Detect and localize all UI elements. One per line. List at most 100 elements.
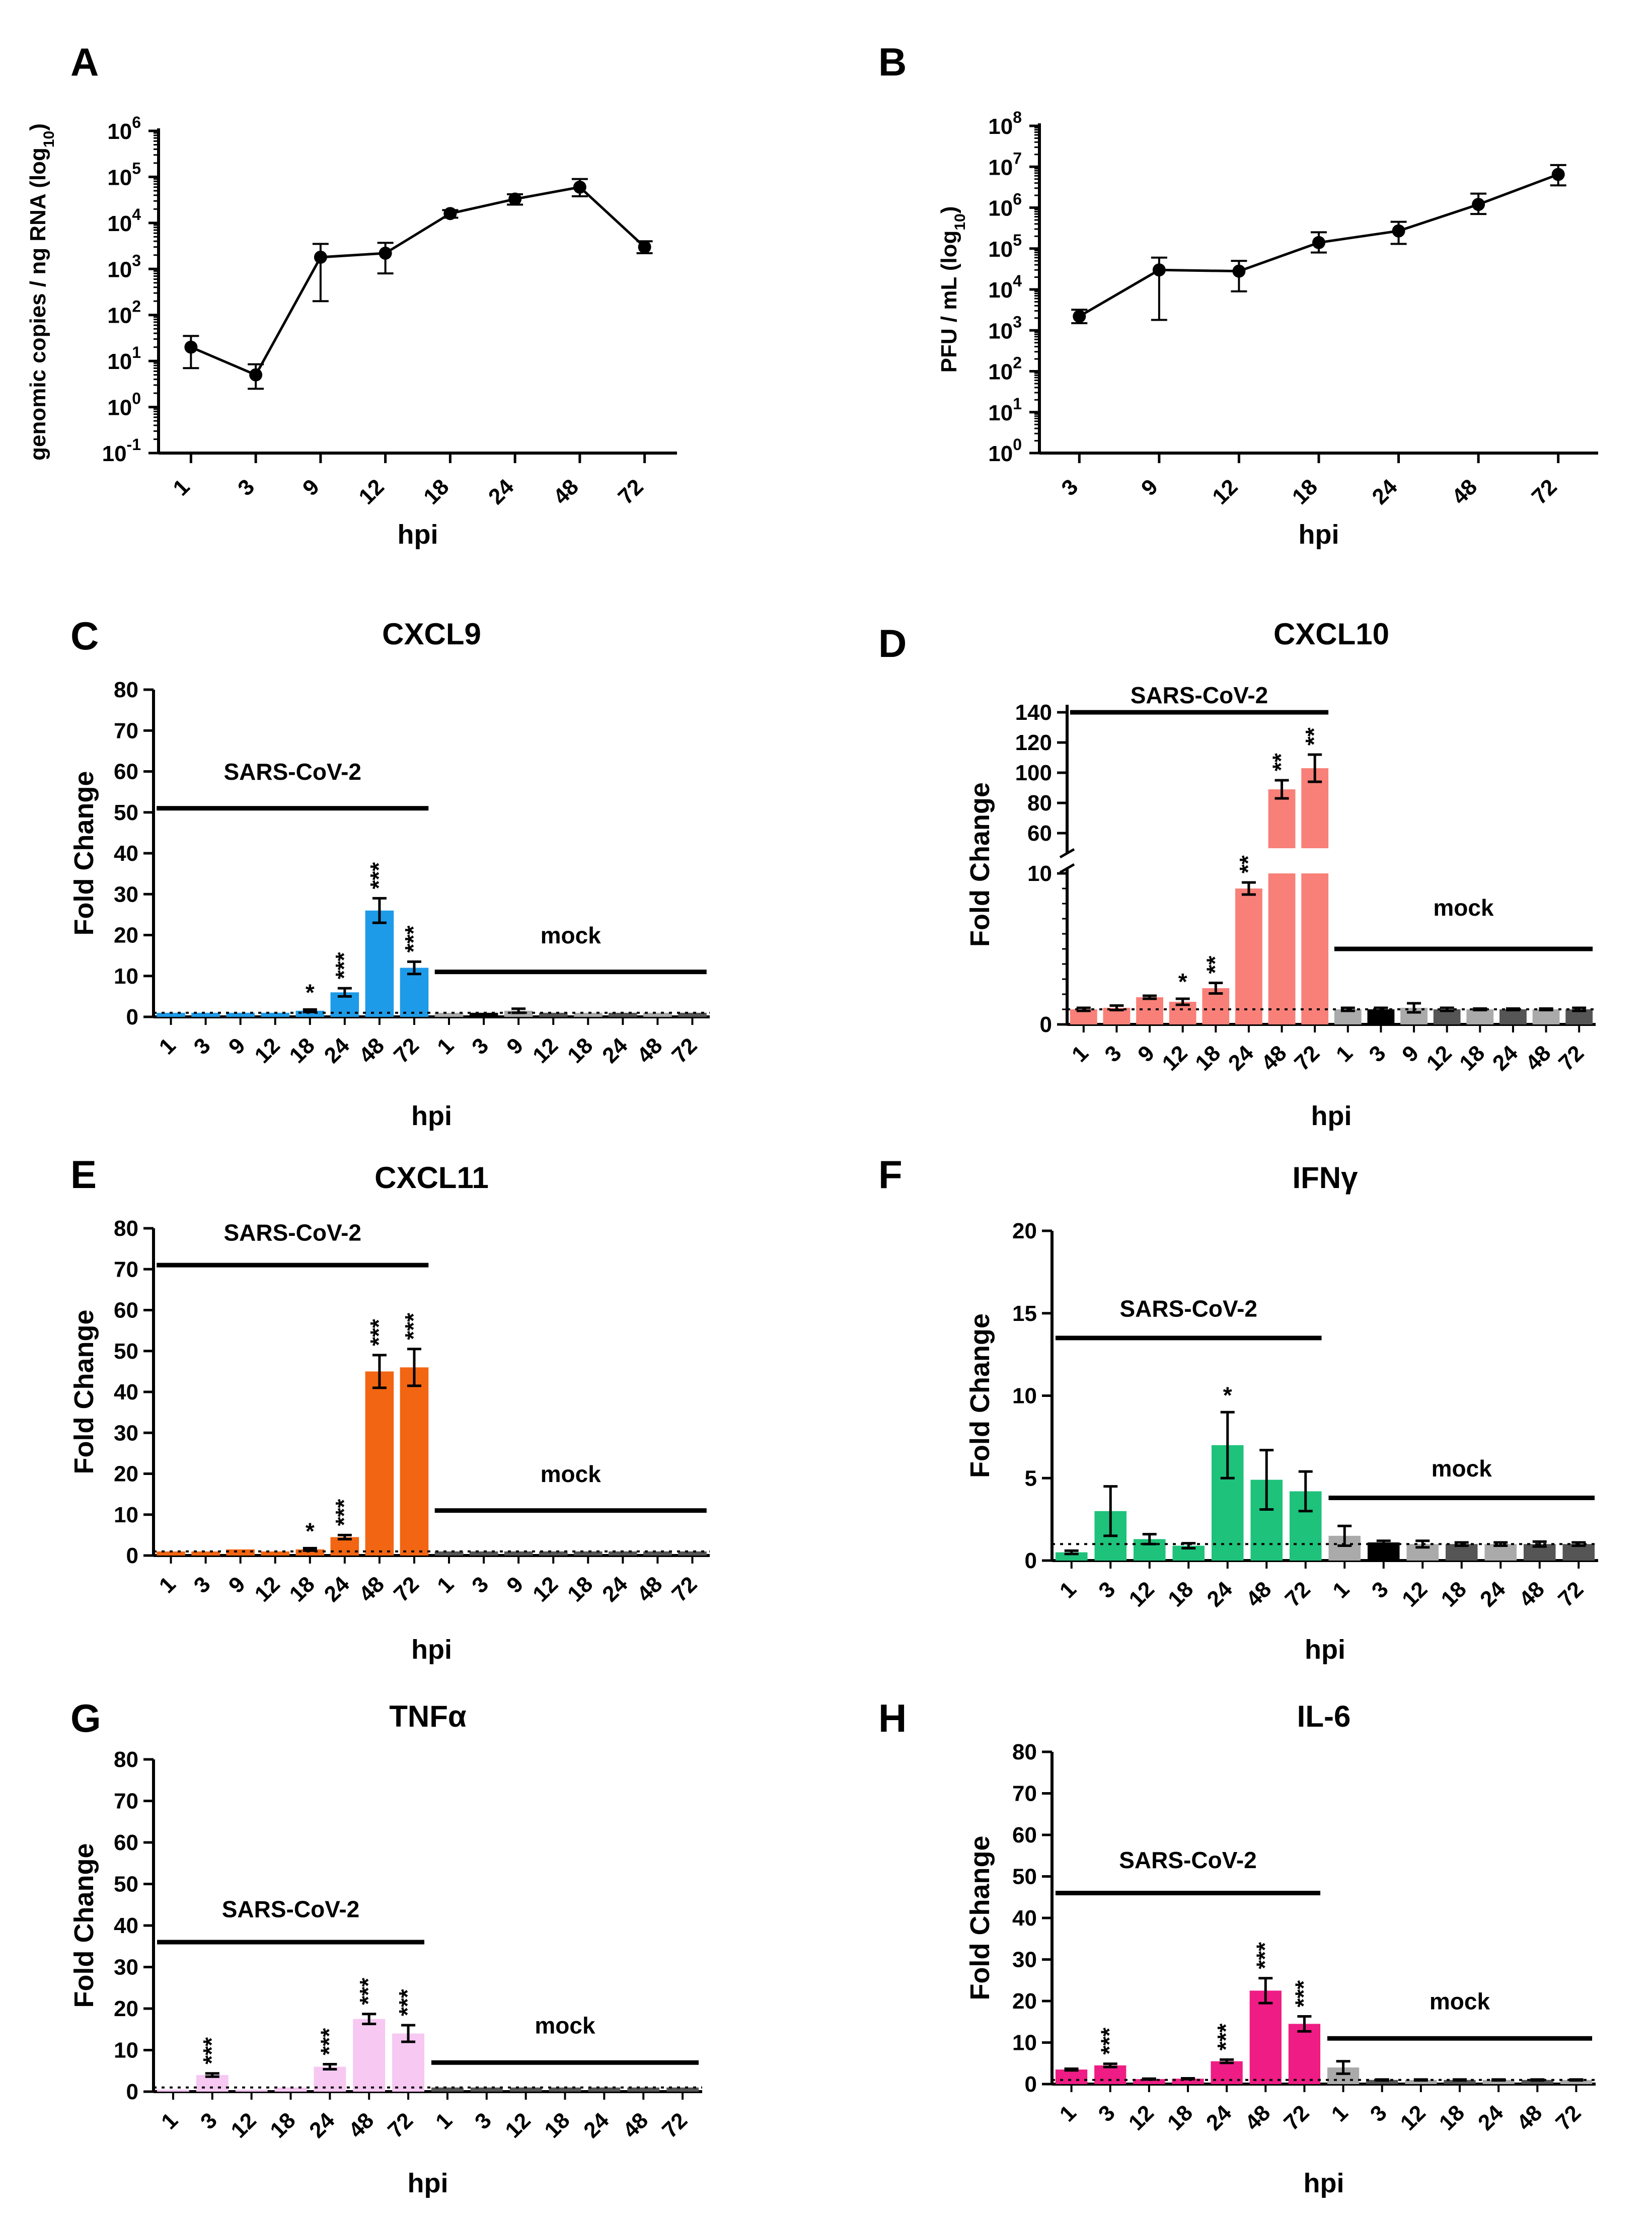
x-tick-label-G: 1 (431, 2108, 457, 2134)
x-tick-label-F: 72 (1281, 1577, 1315, 1611)
data-point-A (184, 340, 198, 354)
bar-D-lower (1268, 873, 1296, 1024)
bar-mock-E (678, 1551, 707, 1556)
y-tick-label-B: 103 (988, 313, 1022, 343)
x-tick-label-G: 12 (226, 2108, 261, 2142)
x-tick-label-H: 24 (1202, 2100, 1237, 2135)
data-point-A (638, 240, 651, 254)
x-tick-label-B: 72 (1527, 474, 1562, 509)
y-tick-label-E: 0 (126, 1543, 138, 1568)
x-tick-label-E: 72 (667, 1572, 702, 1606)
x-tick-label-C: 3 (467, 1033, 493, 1059)
significance-star-C: *** (331, 952, 357, 979)
y-tick-label-B: 106 (988, 190, 1022, 221)
bar-D (1499, 1009, 1527, 1024)
x-tick-label-A: 24 (484, 474, 519, 509)
significance-star-F: * (1223, 1382, 1232, 1408)
bar-C (157, 1012, 185, 1017)
bar-H (1366, 2080, 1398, 2084)
bar-mock-E (434, 1551, 464, 1556)
x-tick-label-C: 12 (250, 1033, 285, 1068)
x-tick-label-H: 72 (1551, 2100, 1586, 2135)
y-tick-label-G: 70 (114, 1789, 138, 1814)
x-tick-label-G: 24 (579, 2108, 614, 2143)
bar-D (1136, 997, 1163, 1024)
y-tick-label-C: 30 (114, 882, 138, 907)
bar-D (1466, 1009, 1494, 1024)
bar-mock-G (627, 2087, 660, 2092)
bar-E (191, 1551, 220, 1556)
data-point-B (1152, 263, 1166, 277)
y-tick-label-C: 60 (114, 760, 138, 784)
x-axis-label-D: hpi (1311, 1101, 1352, 1131)
y-tick-label-C: 0 (126, 1005, 138, 1029)
series-line-A (190, 186, 646, 377)
bar-C (400, 968, 429, 1017)
y-tick-label-H: 0 (1025, 2072, 1037, 2097)
bar-H (1521, 2080, 1553, 2084)
x-tick-label-A: 12 (354, 474, 389, 509)
y-tick-label-H: 20 (1012, 1989, 1037, 2014)
group-label-F: mock (1432, 1455, 1492, 1482)
x-tick-label-D: 9 (1397, 1041, 1423, 1067)
y-tick-label-F: 5 (1025, 1466, 1037, 1491)
y-tick-label-F: 20 (1012, 1219, 1037, 1243)
y-tick-label-G: 50 (114, 1872, 138, 1897)
x-tick-label-E: 9 (224, 1572, 250, 1598)
x-tick-label-C: 72 (667, 1033, 702, 1068)
x-tick-label-F: 24 (1203, 1577, 1238, 1612)
chart-title-H: IL-6 (1297, 1699, 1351, 1733)
bar-mock-G (470, 2087, 503, 2092)
x-tick-label-G: 12 (500, 2108, 535, 2142)
x-tick-label-F: 1 (1328, 1577, 1354, 1603)
y-tick-label-D: 120 (1015, 730, 1052, 755)
x-tick-label-E: 3 (467, 1572, 493, 1598)
bar-D (1235, 889, 1262, 1024)
y-tick-label-G: 80 (114, 1747, 138, 1772)
data-point-A (508, 192, 522, 206)
bar-mock-E (643, 1551, 672, 1556)
x-tick-label-A: 9 (298, 474, 324, 500)
y-tick-label-D: 100 (1015, 761, 1052, 785)
bar-mock-E (504, 1551, 533, 1556)
y-tick-label-D: 60 (1027, 821, 1052, 846)
y-tick-label-B: 105 (988, 231, 1022, 262)
bar-mock-G (588, 2087, 621, 2092)
x-tick-label-F: 3 (1094, 1577, 1120, 1603)
significance-star-E: *** (331, 1499, 357, 1526)
x-tick-label-G: 48 (618, 2108, 653, 2142)
x-tick-label-F: 12 (1124, 1577, 1159, 1611)
y-axis-label-D: Fold Change (965, 782, 995, 947)
group-label-G: SARS-CoV-2 (222, 1896, 359, 1922)
y-tick-label-B: 107 (988, 149, 1022, 180)
x-tick-label-C: 24 (597, 1033, 633, 1068)
x-axis-label-G: hpi (408, 2168, 448, 2198)
y-axis-label-B: PFU / mL (log10) (937, 206, 968, 373)
significance-star-C: * (306, 979, 315, 1005)
y-tick-label-E: 80 (114, 1216, 138, 1241)
significance-star-G: *** (394, 1989, 420, 2016)
x-tick-label-G: 18 (540, 2108, 574, 2142)
bar-E (400, 1367, 429, 1556)
x-tick-label-C: 9 (224, 1033, 250, 1059)
x-tick-label-G: 72 (657, 2108, 692, 2142)
x-tick-label-G: 1 (157, 2108, 183, 2134)
x-tick-label-A: 48 (549, 474, 583, 509)
x-tick-label-E: 48 (354, 1572, 389, 1606)
y-tick-label-B: 100 (988, 435, 1022, 466)
data-point-A (249, 368, 263, 382)
group-label-G: mock (535, 2013, 595, 2039)
y-tick-label-D: 140 (1015, 700, 1052, 725)
panel-letter-G: G (70, 1696, 101, 1740)
y-tick-label-A: 100 (107, 390, 141, 420)
x-tick-label-A: 72 (613, 474, 648, 509)
bar-D-lower (1301, 873, 1329, 1024)
x-tick-label-B: 24 (1367, 474, 1402, 509)
y-axis-label-E: Fold Change (69, 1310, 99, 1474)
group-label-H: mock (1430, 1988, 1490, 2015)
y-tick-label-B: 108 (988, 108, 1022, 139)
y-axis-label-G: Fold Change (69, 1843, 99, 2008)
y-axis-label-C: Fold Change (69, 771, 99, 936)
